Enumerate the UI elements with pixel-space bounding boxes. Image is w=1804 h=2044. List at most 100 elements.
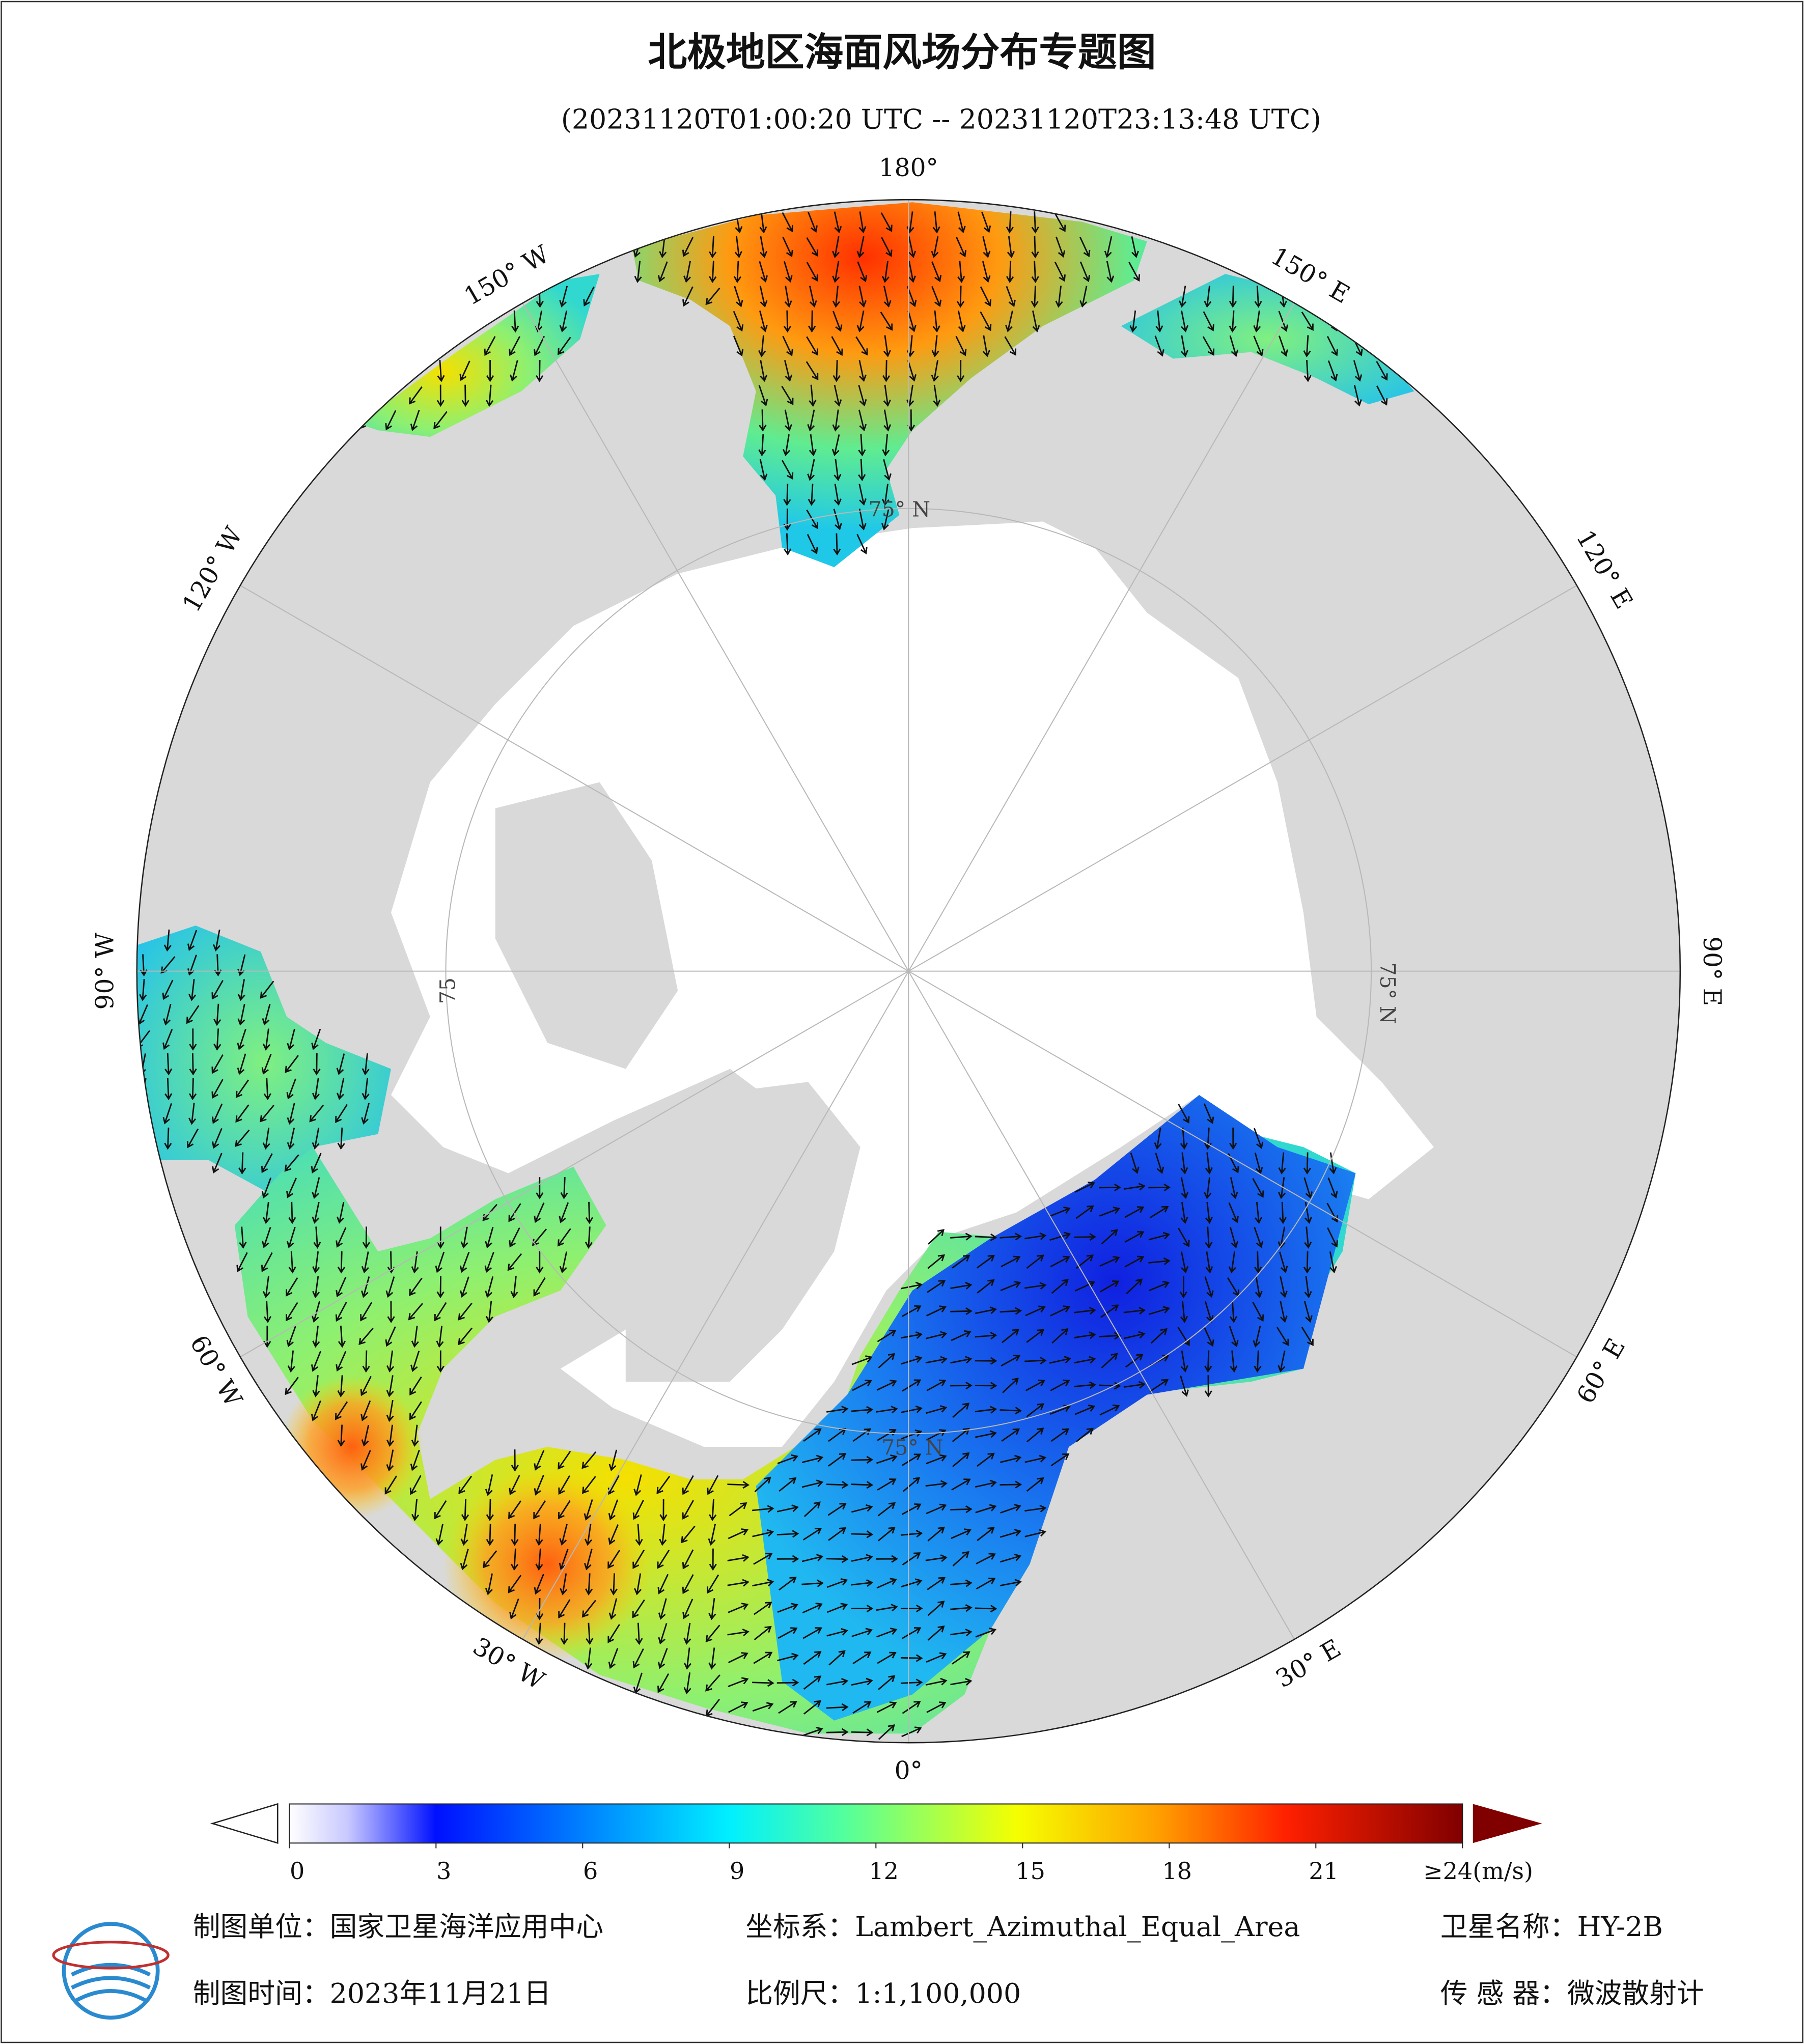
wind-arrow xyxy=(957,211,966,234)
wind-arrow xyxy=(683,1622,691,1645)
wind-arrow xyxy=(659,1499,668,1522)
wind-field xyxy=(1121,274,1414,405)
wind-arrow xyxy=(409,1475,422,1495)
wind-arrow xyxy=(1131,236,1139,258)
wind-arrow xyxy=(902,1552,921,1565)
colorbar-over xyxy=(1473,1804,1542,1843)
wind-arrow xyxy=(385,1276,395,1298)
wind-arrow xyxy=(1303,1251,1311,1274)
wind-arrow xyxy=(856,236,865,258)
wind-arrow xyxy=(1148,1231,1171,1241)
wind-arrow xyxy=(876,1380,897,1391)
wind-arrow xyxy=(851,1554,873,1562)
wind-arrow xyxy=(262,1127,270,1150)
wind-arrow xyxy=(682,1500,694,1520)
wind-arrow xyxy=(832,261,840,283)
wind-arrow xyxy=(950,1307,973,1315)
wind-arrow xyxy=(235,1129,250,1147)
wind-arrow xyxy=(901,1430,923,1440)
wind-arrow xyxy=(435,1524,443,1546)
wind-arrow xyxy=(855,336,868,356)
wind-arrow xyxy=(534,335,545,356)
wind-arrow xyxy=(186,1128,199,1149)
wind-arrow xyxy=(802,1527,822,1541)
wind-arrow xyxy=(834,484,842,506)
wind-arrow xyxy=(1303,1177,1313,1199)
wind-field xyxy=(358,274,600,437)
wind-arrow xyxy=(851,1604,874,1613)
wind-arrow xyxy=(975,1430,997,1438)
wind-arrow xyxy=(950,1233,973,1241)
wind-arrow xyxy=(262,1201,270,1224)
wind-arrow xyxy=(434,1302,447,1322)
wind-arrow xyxy=(235,1079,249,1099)
wind-arrow xyxy=(186,1005,200,1024)
wind-arrow xyxy=(1101,1353,1118,1368)
wind-arrow xyxy=(728,1701,748,1713)
footer-unit: 制图单位：国家卫星海洋应用中心 xyxy=(193,1911,603,1943)
wind-arrow xyxy=(878,1675,896,1690)
wind-arrow xyxy=(1149,1280,1170,1292)
wind-arrow xyxy=(782,335,793,356)
wind-arrow xyxy=(337,1127,345,1150)
wind-arrow xyxy=(1123,1307,1146,1315)
wind-arrow xyxy=(385,410,397,431)
wind-arrow xyxy=(536,360,544,382)
wind-arrow xyxy=(585,1226,593,1249)
wind-arrow xyxy=(311,1301,320,1323)
wind-arrow xyxy=(926,1503,947,1515)
wind-arrow xyxy=(360,1302,373,1322)
wind-arrow xyxy=(803,1501,821,1517)
colorbar-under xyxy=(210,1803,279,1844)
wind-arrow xyxy=(975,1233,997,1241)
wind-arrow xyxy=(362,1350,370,1373)
wind-arrow xyxy=(486,1499,494,1522)
wind-arrow xyxy=(683,261,691,283)
wind-arrow xyxy=(1180,1201,1188,1224)
wind-arrow xyxy=(261,1053,272,1075)
wind-arrow xyxy=(1104,236,1113,258)
wind-arrow xyxy=(851,1455,874,1464)
wind-arrow xyxy=(806,237,818,257)
wind-arrow xyxy=(311,1351,322,1372)
wind-arrow xyxy=(285,1055,299,1073)
wind-arrow xyxy=(882,434,890,457)
wind-arrow xyxy=(957,360,965,382)
wind-arrow xyxy=(980,286,992,307)
wind-arrow xyxy=(1129,310,1137,333)
wind-arrow xyxy=(162,1103,173,1125)
wind-arrow xyxy=(361,1424,370,1447)
lon-label: 90° W xyxy=(91,933,119,1010)
wind-arrow xyxy=(807,534,818,554)
wind-arrow xyxy=(287,1103,295,1125)
wind-arrow xyxy=(901,1578,923,1588)
wind-arrow xyxy=(777,1454,798,1464)
wind-arrow xyxy=(164,1127,172,1150)
wind-arrow xyxy=(858,508,867,531)
wind-arrow xyxy=(609,1573,618,1595)
wind-arrow xyxy=(858,484,867,506)
wind-arrow xyxy=(361,1251,369,1274)
wind-arrow xyxy=(436,384,445,407)
wind-arrow xyxy=(559,286,568,307)
wind-arrow xyxy=(926,1701,947,1713)
wind-arrow xyxy=(1148,1257,1171,1266)
wind-arrow xyxy=(188,1103,197,1125)
wind-arrow xyxy=(728,1603,749,1613)
wind-arrow xyxy=(1006,211,1014,234)
wind-arrow xyxy=(309,1104,324,1123)
wind-arrow xyxy=(783,484,791,506)
wind-arrow xyxy=(1303,1301,1313,1323)
wind-arrow xyxy=(858,434,866,457)
wind-arrow xyxy=(856,310,865,332)
wind-arrow xyxy=(1154,1127,1162,1150)
wind-arrow xyxy=(952,1551,969,1566)
wind-arrow xyxy=(1229,1127,1237,1150)
wind-arrow xyxy=(1099,1183,1121,1192)
wind-arrow xyxy=(950,1281,973,1290)
wind-arrow xyxy=(436,1350,445,1373)
wind-arrow xyxy=(1353,384,1362,407)
wind-arrow xyxy=(727,1629,750,1637)
meridian xyxy=(231,579,909,972)
